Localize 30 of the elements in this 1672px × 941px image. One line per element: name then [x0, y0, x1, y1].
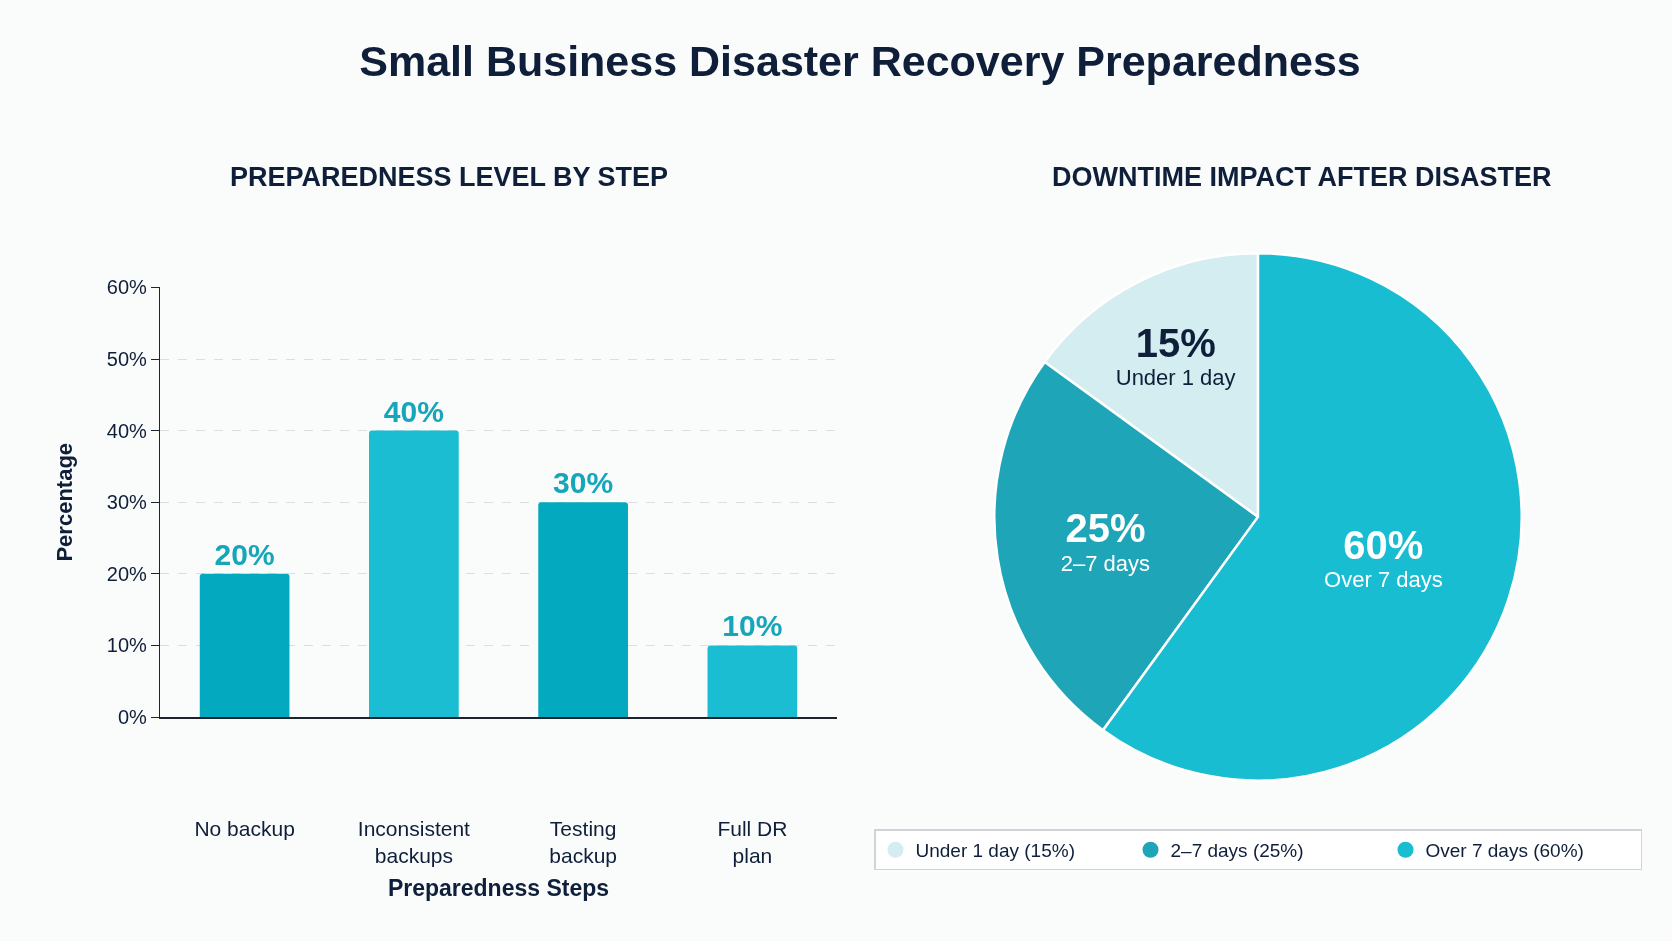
y-tick-label: 0%	[117, 706, 148, 729]
y-tick-label: 20%	[106, 562, 148, 585]
x-tick-label: Full DR plan	[717, 817, 788, 868]
y-axis-title: Percentage	[51, 442, 77, 562]
legend-label: Under 1 day (15%)	[915, 840, 1075, 862]
chart-subtitle: PREPAREDNESS LEVEL BY STEP	[230, 162, 669, 192]
bar	[707, 645, 798, 718]
bar	[369, 430, 459, 718]
bar	[538, 502, 628, 718]
data-label: 20%	[214, 537, 275, 571]
y-tick-label: 30%	[106, 491, 148, 514]
chart-title: DOWNTIME IMPACT AFTER DISASTER	[1052, 162, 1552, 192]
data-label: 10%	[722, 609, 783, 643]
data-label: 25% 2–7 days	[1060, 506, 1151, 576]
bar	[199, 573, 290, 718]
y-tick-label: 40%	[106, 419, 148, 442]
y-tick-label: 60%	[106, 276, 148, 299]
data-label: 60% Over 7 days	[1324, 522, 1443, 593]
x-axis-title: Preparedness Steps	[387, 875, 610, 902]
data-label: 15% Under 1 day	[1115, 320, 1236, 391]
x-tick-label: No backup	[194, 817, 295, 841]
y-tick-label: 10%	[106, 634, 148, 657]
chart-title: Small Business Disaster Recovery Preparedness	[359, 37, 1361, 86]
legend-label: Over 7 days (60%)	[1425, 840, 1584, 862]
x-tick-label: Inconsistent backups	[357, 817, 471, 868]
data-label: 40%	[383, 394, 444, 428]
legend-label: 2–7 days (25%)	[1170, 840, 1304, 862]
y-tick-label: 50%	[106, 348, 148, 370]
x-tick-label: Testing backup	[549, 817, 617, 868]
data-label: 30%	[553, 466, 614, 500]
